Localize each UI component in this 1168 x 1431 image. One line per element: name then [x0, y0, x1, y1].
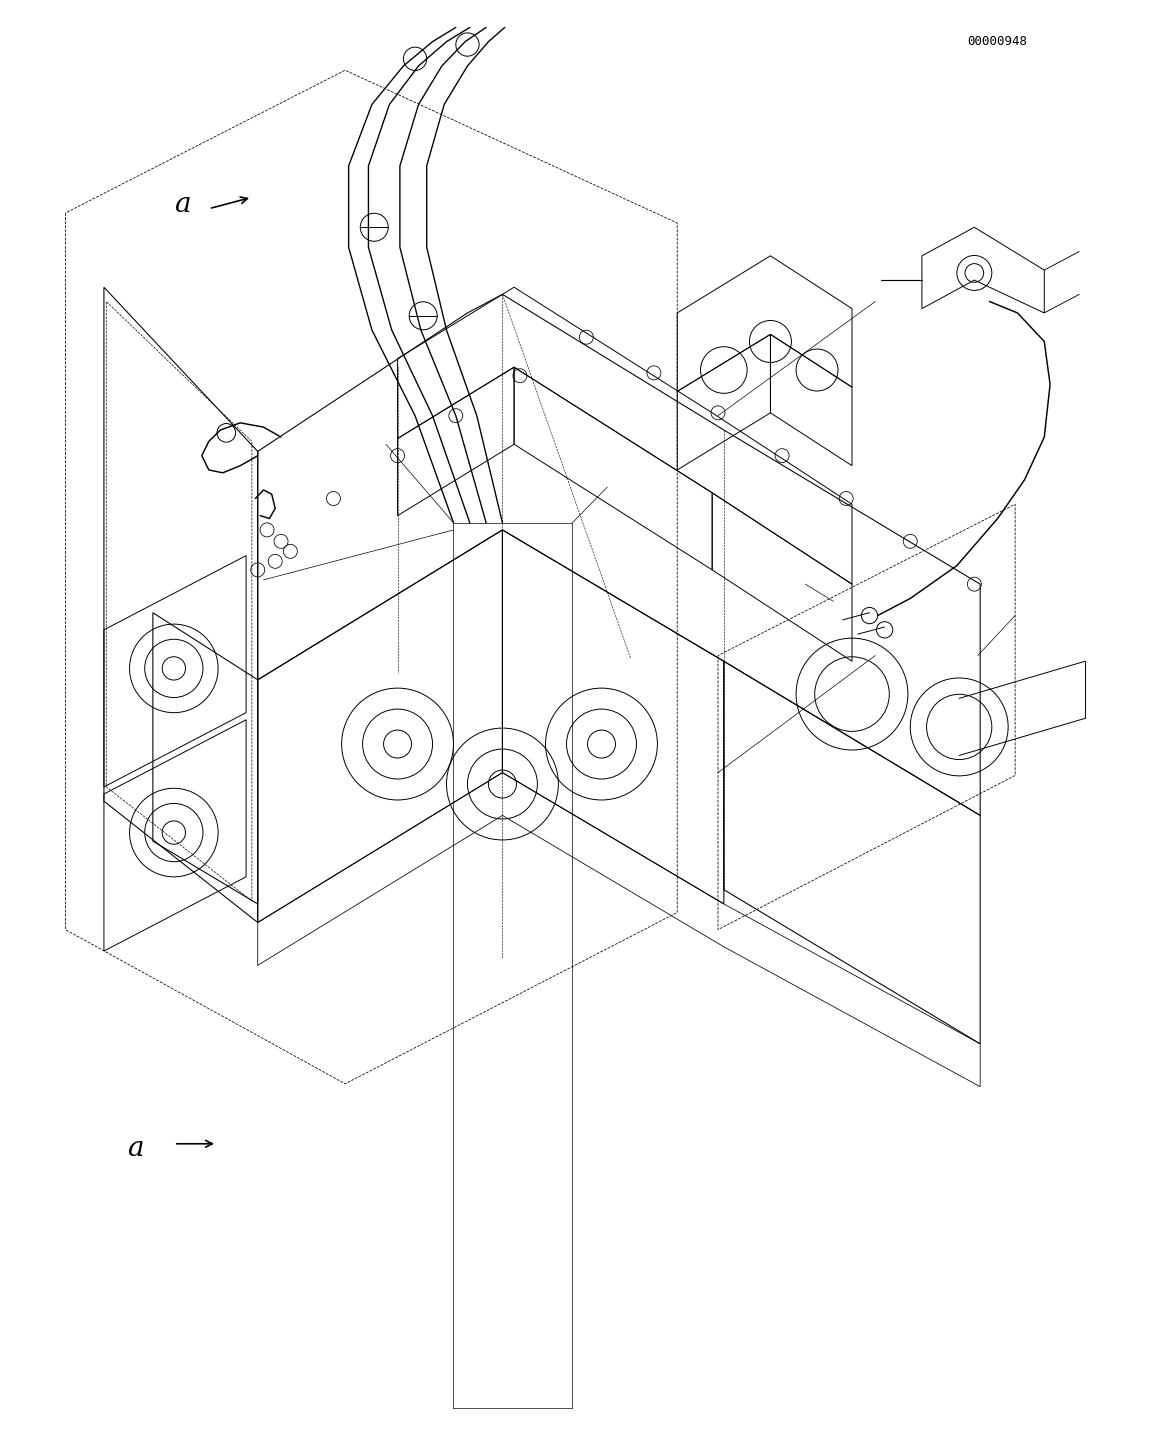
Text: 00000948: 00000948: [967, 36, 1028, 49]
Text: a: a: [174, 190, 190, 218]
Text: a: a: [127, 1135, 144, 1162]
